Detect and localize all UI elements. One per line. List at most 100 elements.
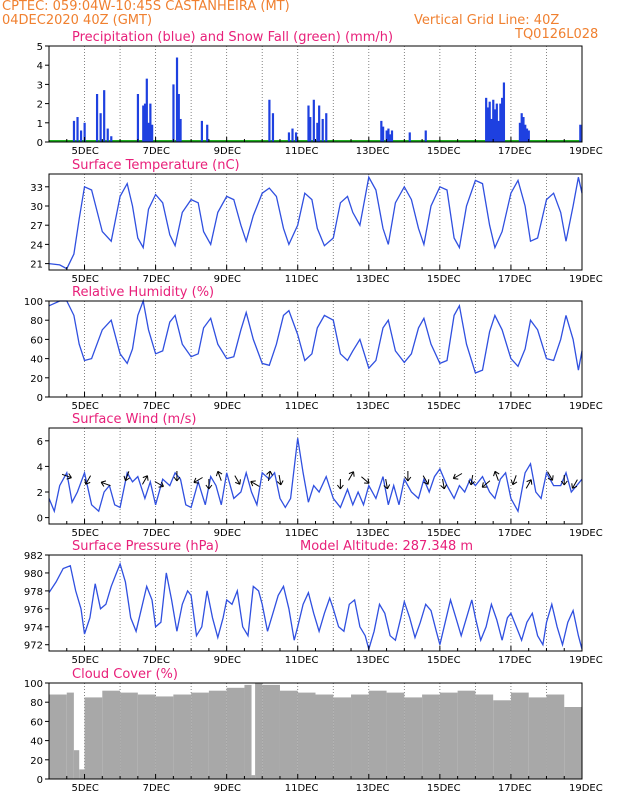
wind-arrow-shaft xyxy=(61,473,72,479)
series-line xyxy=(48,562,583,652)
cloud-area xyxy=(49,694,67,779)
wind-arrow-head xyxy=(250,480,256,487)
wind-arrow-shaft xyxy=(142,475,148,485)
wind-arrow-icon xyxy=(481,480,491,488)
precip-bar xyxy=(485,97,488,142)
wind-arrow-head xyxy=(404,476,412,482)
x-tick-label: 7DEC xyxy=(143,783,170,794)
precip-bar xyxy=(200,120,203,142)
x-tick-label: 13DEC xyxy=(356,528,390,539)
y-tick-label: 980 xyxy=(24,569,43,580)
header-run-time: 04DEC2020 40Z (GMT) xyxy=(2,13,153,28)
x-tick-label: 7DEC xyxy=(143,528,170,539)
precip-bar xyxy=(287,132,291,142)
x-tick-label: 13DEC xyxy=(356,783,390,794)
panel-2: Surface Temperature (nC) 21 24 27 30 33 5DEC 7D… xyxy=(30,158,602,285)
x-tick-label: 5DEC xyxy=(72,655,99,666)
precip-bar xyxy=(72,120,76,142)
wind-arrow-head xyxy=(84,479,91,485)
wind-arrow-icon xyxy=(123,471,130,482)
x-tick-label: 17DEC xyxy=(498,146,532,157)
wind-arrow-icon xyxy=(142,475,149,485)
precip-bar xyxy=(307,105,310,142)
cloud-area xyxy=(457,690,476,779)
cloud-area xyxy=(226,687,245,779)
wind-arrow-icon xyxy=(468,474,475,486)
x-tick-label: 15DEC xyxy=(427,274,461,285)
precip-bar xyxy=(103,90,106,142)
wind-arrow-head xyxy=(215,470,223,477)
y-tick-label: 100 xyxy=(24,679,43,690)
y-tick-label: 0 xyxy=(37,514,43,525)
x-tick-label: 7DEC xyxy=(143,655,170,666)
x-tick-label: 17DEC xyxy=(498,401,532,412)
x-tick-label: 11DEC xyxy=(285,401,319,412)
precip-bar xyxy=(490,118,493,142)
wind-arrow-icon xyxy=(100,480,111,487)
x-tick-label: 17DEC xyxy=(498,655,532,666)
cloud-area xyxy=(386,692,405,779)
precip-bar xyxy=(309,117,312,142)
x-tick-label: 11DEC xyxy=(285,655,319,666)
wind-arrow-head xyxy=(526,479,533,485)
x-tick-label: 19DEC xyxy=(569,146,603,157)
cloud-area xyxy=(255,683,263,779)
x-tick-label: 13DEC xyxy=(356,655,390,666)
precip-bar xyxy=(488,101,491,142)
x-tick-label: 13DEC xyxy=(356,146,390,157)
panel-title: Cloud Cover (%) xyxy=(72,667,178,682)
x-tick-label: 5DEC xyxy=(72,783,99,794)
panel-6: Cloud Cover (%) 0 20 40 60 80 100 5DEC 7DEC 9DEC 1… xyxy=(24,667,603,794)
wind-arrow-icon xyxy=(571,479,578,489)
wind-arrow-shaft xyxy=(124,471,130,481)
wind-arrow-shaft xyxy=(494,471,499,481)
wind-arrow-shaft xyxy=(470,474,474,486)
header-model-id: TQ0126L028 xyxy=(515,27,599,42)
y-tick-label: 33 xyxy=(30,183,43,194)
y-tick-label: 24 xyxy=(30,240,43,251)
wind-arrow-head xyxy=(510,479,518,486)
cloud-area xyxy=(368,690,387,779)
precip-bar xyxy=(110,136,113,142)
precip-bar xyxy=(142,105,145,142)
panel-title: Surface Wind (m/s) xyxy=(72,412,196,427)
wind-arrow-icon xyxy=(234,475,241,485)
wind-arrow-icon xyxy=(361,476,370,484)
panel-1: Precipitation (blue) and Snow Fall (gree… xyxy=(37,30,603,157)
x-tick-label: 15DEC xyxy=(427,401,461,412)
x-tick-label: 15DEC xyxy=(427,783,461,794)
wind-arrow-icon xyxy=(250,480,260,487)
cloud-area xyxy=(333,697,352,779)
y-tick-label: 30 xyxy=(30,202,43,213)
y-tick-label: 4 xyxy=(37,61,43,72)
wind-arrow-head xyxy=(66,473,72,480)
wind-arrow-icon xyxy=(84,475,92,485)
precip-bar xyxy=(522,117,525,142)
wind-arrow-shaft xyxy=(481,480,491,488)
x-tick-label: 7DEC xyxy=(143,274,170,285)
wind-arrow-shaft xyxy=(571,479,578,489)
cloud-area xyxy=(439,692,458,779)
wind-arrow-icon xyxy=(154,481,164,488)
series-line xyxy=(48,298,583,374)
wind-arrow-shaft xyxy=(217,471,222,481)
wind-arrow-shaft xyxy=(154,481,164,487)
wind-arrow-head xyxy=(158,481,164,488)
cloud-area xyxy=(546,694,565,779)
x-tick-label: 17DEC xyxy=(498,528,532,539)
wind-arrow-icon xyxy=(383,478,391,490)
y-tick-label: 60 xyxy=(30,717,43,728)
x-tick-label: 19DEC xyxy=(569,401,603,412)
wind-arrow-head xyxy=(100,480,107,487)
cloud-area xyxy=(279,690,298,779)
precip-bar xyxy=(149,103,152,142)
y-tick-label: 982 xyxy=(24,551,43,562)
x-tick-label: 19DEC xyxy=(569,655,603,666)
wind-arrow-shaft xyxy=(385,478,388,490)
x-tick-label: 13DEC xyxy=(356,401,390,412)
wind-arrow-shaft xyxy=(278,474,282,486)
y-tick-label: 2 xyxy=(37,100,43,111)
y-tick-label: 5 xyxy=(37,42,43,53)
x-tick-label: 7DEC xyxy=(143,146,170,157)
